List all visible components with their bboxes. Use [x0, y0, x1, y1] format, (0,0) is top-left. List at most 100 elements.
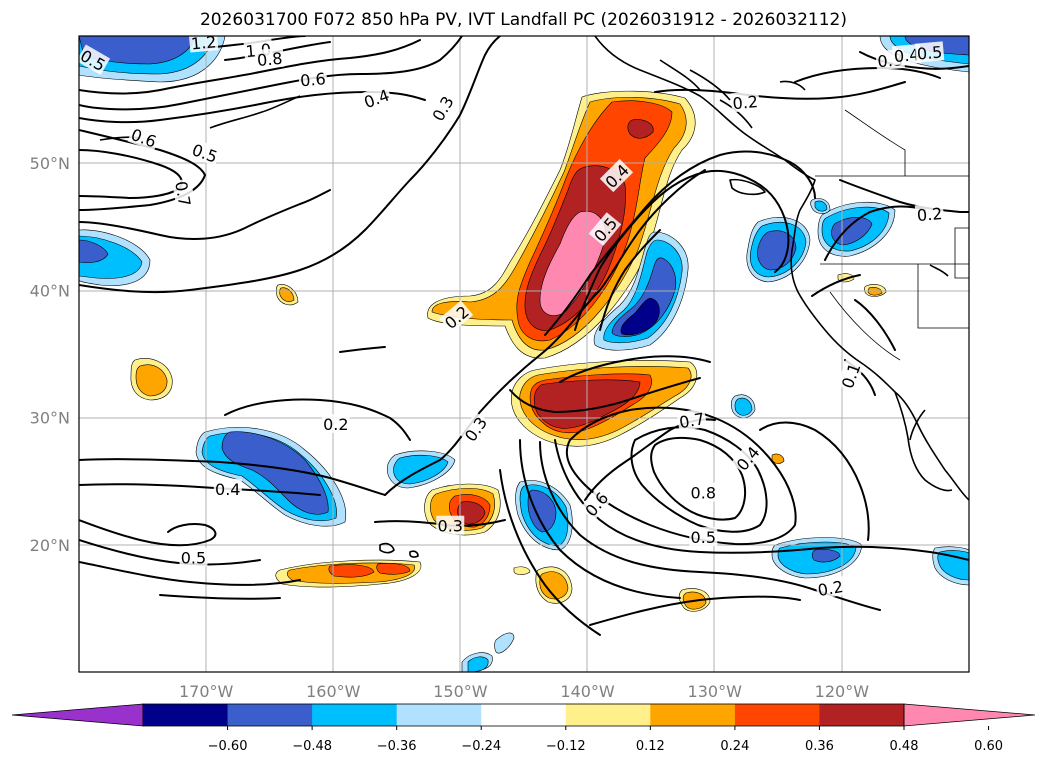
contour-label-group: 0.2 [814, 575, 846, 600]
borders [815, 109, 969, 361]
longitude-label: 170°W [179, 682, 234, 701]
contour-label-group: 0.2 [730, 90, 760, 113]
contour-label-background [171, 178, 196, 210]
contour-label-background [599, 158, 634, 193]
contour-label-background [436, 515, 465, 535]
longitude-label: 150°W [433, 682, 488, 701]
contour-label-background [254, 47, 285, 70]
contour-label-background [689, 482, 718, 502]
gridlines [79, 36, 969, 672]
contour-label-background [891, 43, 922, 66]
contour-label-background [213, 478, 242, 498]
colorbar-tick-label: 0.60 [974, 739, 1003, 754]
pv-negative-region [814, 200, 828, 212]
colorbar-tick-label: −0.24 [461, 739, 501, 754]
contour-label-group: 1.2 [188, 32, 219, 53]
pv-positive-region [328, 563, 411, 578]
contour-label: 0.2 [816, 577, 844, 600]
colorbar-tick-label: 0.36 [805, 739, 834, 754]
map-layers: 1.21.00.80.60.40.30.50.60.50.70.20.20.30… [79, 32, 969, 672]
pv-negative-region [467, 656, 489, 672]
colorbar-extend-min [11, 703, 144, 727]
pv-positive-region [513, 566, 531, 575]
latitude-labels: 50°N 40°N 30°N 20°N [30, 154, 70, 555]
contour-label-background [914, 202, 945, 225]
contour-label-group: 0.3 [436, 515, 465, 536]
pv-negative-region [79, 239, 109, 264]
colorbar-segment [650, 704, 736, 726]
contour-label-group: 0.4 [213, 478, 242, 499]
contour-label-background [127, 123, 161, 152]
pv-negative-region [494, 632, 515, 654]
colorbar-tick-label: 0.24 [720, 739, 749, 754]
contour-label-background [179, 547, 208, 567]
contour-label-group: 0.2 [914, 202, 945, 225]
pv-negative-region [611, 257, 677, 337]
map-frame [78, 35, 970, 673]
contour-label-group: 0.5 [179, 547, 208, 568]
contour-label: 0.5 [181, 549, 206, 568]
contour-label: 0.2 [323, 415, 348, 434]
pv-negative-region [527, 489, 557, 533]
contour-label-group: 0.4 [891, 43, 922, 66]
pv-positive-region [457, 501, 486, 525]
colorbar-segment [227, 704, 313, 726]
colorbar-segment [819, 704, 905, 726]
contour-label-background [676, 407, 708, 432]
contour-label-background [689, 527, 718, 547]
contour-label-group: 0.7 [171, 178, 196, 210]
longitude-label: 120°W [815, 682, 870, 701]
pv-negative-region [811, 549, 841, 563]
longitude-label: 140°W [560, 682, 615, 701]
contour-label-background [439, 300, 474, 334]
latitude-label: 20°N [30, 536, 70, 555]
contour-label-group: 0.7 [676, 407, 708, 432]
colorbar-segment [396, 704, 482, 726]
longitude-label: 160°W [306, 682, 361, 701]
contour-label-background [298, 68, 328, 90]
contour-label-group: 0.5 [914, 41, 945, 64]
colorbar-tick-label: 0.12 [636, 739, 665, 754]
contour-label: 0.5 [916, 42, 943, 63]
longitude-labels: 170°W 160°W 150°W 140°W 130°W 120°W [179, 682, 869, 701]
pv-positive-region [135, 364, 168, 397]
contour-labels: 1.21.00.80.60.40.30.50.60.50.70.20.20.30… [79, 32, 945, 600]
contour-label: 0.5 [691, 528, 716, 547]
contour-label: 0.2 [732, 92, 759, 113]
contour-label-background [588, 212, 622, 246]
contour-label-background [188, 138, 222, 167]
contour-label-group: 0.6 [298, 68, 328, 90]
contour-label: 0.7 [678, 409, 706, 432]
latitude-label: 50°N [30, 154, 70, 173]
colorbar: −0.60 −0.48 −0.36 −0.24 −0.12 0.12 0.24 0.36 0.4… [11, 703, 1036, 754]
contour-label: 0.8 [256, 49, 283, 70]
latitude-label: 40°N [30, 281, 70, 300]
colorbar-segment [565, 704, 651, 726]
contour-label: 0.3 [438, 517, 463, 536]
colorbar-extend-max [903, 703, 1036, 727]
contour-label: 0.8 [691, 484, 716, 503]
contour-label: 1.2 [190, 32, 217, 53]
contour-label-group: 0.2 [321, 413, 350, 434]
colorbar-segment [481, 704, 567, 726]
latitude-label: 30°N [30, 409, 70, 428]
contour-label-background [836, 359, 865, 392]
contour-label-background [579, 486, 613, 521]
contour-label-background [731, 441, 764, 475]
coastlines [99, 36, 969, 558]
pv-negative-region [734, 397, 753, 416]
pv-shading [79, 36, 969, 672]
colorbar-tick-label: 0.48 [890, 739, 919, 754]
colorbar-tick-label: −0.12 [546, 739, 586, 754]
contour-label-background [359, 84, 393, 112]
colorbar-tick-label: −0.36 [377, 739, 417, 754]
colorbar-tick-label: −0.60 [208, 739, 248, 754]
contour-label-background [459, 411, 492, 446]
contour-label: 0.6 [299, 69, 326, 90]
contour-label-background [321, 413, 350, 433]
colorbar-outline [142, 703, 905, 727]
contour-label-group: 0.8 [254, 47, 285, 70]
colorbar-segment [734, 704, 820, 726]
contour-label-background [814, 575, 846, 600]
contour-label-background [426, 91, 458, 126]
